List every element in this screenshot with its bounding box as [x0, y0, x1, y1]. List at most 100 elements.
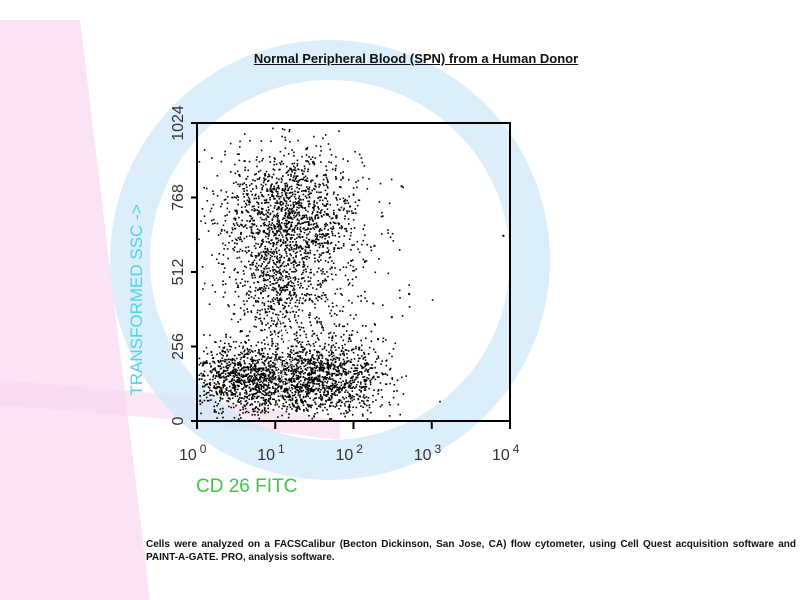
- scatter-point: [272, 196, 275, 198]
- scatter-point: [272, 363, 274, 366]
- scatter-point: [310, 181, 312, 183]
- scatter-point: [274, 345, 277, 347]
- scatter-point: [279, 259, 281, 261]
- scatter-point: [342, 380, 344, 382]
- scatter-point: [280, 299, 283, 301]
- scatter-point: [328, 332, 330, 335]
- scatter-point: [221, 389, 223, 391]
- scatter-point: [246, 210, 249, 212]
- scatter-point: [367, 368, 370, 371]
- scatter-point: [278, 372, 281, 375]
- scatter-point: [226, 362, 228, 365]
- scatter-point: [310, 228, 312, 230]
- scatter-point: [359, 383, 362, 385]
- scatter-point: [316, 284, 319, 286]
- scatter-point: [337, 241, 340, 243]
- scatter-point: [250, 377, 253, 379]
- scatter-point: [279, 257, 281, 259]
- scatter-point: [291, 298, 293, 300]
- scatter-point: [206, 353, 209, 355]
- scatter-point: [287, 355, 289, 358]
- scatter-point: [360, 349, 363, 351]
- scatter-point: [313, 228, 316, 230]
- scatter-point: [237, 196, 240, 198]
- scatter-point: [269, 366, 272, 368]
- scatter-point: [348, 381, 351, 383]
- scatter-point: [316, 354, 318, 357]
- scatter-point: [291, 397, 294, 400]
- scatter-point: [330, 399, 332, 401]
- scatter-point: [316, 174, 319, 177]
- scatter-point: [244, 379, 246, 382]
- scatter-point: [248, 290, 250, 292]
- scatter-point: [305, 246, 307, 249]
- scatter-point: [276, 345, 279, 348]
- scatter-point: [256, 281, 259, 283]
- scatter-point: [351, 244, 353, 247]
- scatter-point: [355, 386, 357, 388]
- scatter-point: [332, 193, 335, 195]
- scatter-point: [206, 200, 209, 202]
- scatter-point: [302, 346, 304, 348]
- scatter-point: [263, 380, 265, 382]
- scatter-point: [261, 287, 263, 289]
- scatter-point: [274, 298, 277, 301]
- scatter-point: [360, 390, 362, 392]
- scatter-point: [330, 353, 333, 355]
- scatter-point: [246, 194, 249, 196]
- scatter-point: [255, 299, 257, 302]
- scatter-point: [221, 349, 224, 352]
- scatter-point: [243, 383, 246, 385]
- scatter-point: [239, 282, 242, 284]
- scatter-point: [267, 404, 269, 407]
- scatter-point: [287, 233, 290, 235]
- scatter-point: [211, 354, 213, 356]
- scatter-point: [330, 402, 332, 404]
- scatter-point: [311, 330, 314, 332]
- scatter-point: [291, 364, 293, 366]
- scatter-point: [388, 352, 391, 355]
- scatter-point: [273, 251, 276, 253]
- scatter-point: [276, 212, 279, 215]
- scatter-point: [345, 412, 348, 414]
- scatter-point: [284, 241, 287, 243]
- scatter-point: [255, 193, 257, 196]
- scatter-point: [289, 277, 292, 279]
- scatter-point: [260, 292, 262, 295]
- scatter-point: [263, 383, 265, 386]
- scatter-point: [317, 280, 320, 282]
- scatter-point: [303, 264, 306, 266]
- scatter-point: [263, 375, 266, 377]
- scatter-point: [327, 368, 330, 371]
- scatter-point: [209, 389, 211, 391]
- scatter-point: [307, 381, 309, 384]
- scatter-point: [273, 198, 275, 200]
- scatter-point: [296, 228, 299, 230]
- scatter-point: [242, 345, 245, 348]
- scatter-point: [291, 386, 293, 389]
- scatter-point: [232, 406, 235, 409]
- scatter-point: [279, 396, 282, 399]
- scatter-point: [275, 315, 278, 318]
- scatter-point: [235, 340, 238, 343]
- scatter-point: [266, 251, 268, 254]
- scatter-point: [298, 391, 300, 394]
- scatter-point: [243, 309, 245, 312]
- scatter-point: [298, 407, 301, 409]
- scatter-point: [292, 261, 294, 264]
- scatter-point: [203, 215, 206, 217]
- scatter-point: [244, 166, 247, 169]
- scatter-point: [279, 294, 281, 296]
- scatter-point: [245, 266, 247, 269]
- scatter-point: [241, 219, 243, 222]
- scatter-point: [364, 387, 366, 390]
- scatter-point: [267, 274, 270, 276]
- scatter-point: [299, 244, 302, 247]
- scatter-point: [255, 392, 257, 395]
- scatter-point: [279, 334, 282, 336]
- scatter-point: [242, 376, 244, 378]
- scatter-point: [270, 305, 272, 307]
- scatter-point: [334, 244, 337, 246]
- scatter-point: [269, 306, 272, 309]
- scatter-point: [272, 387, 274, 390]
